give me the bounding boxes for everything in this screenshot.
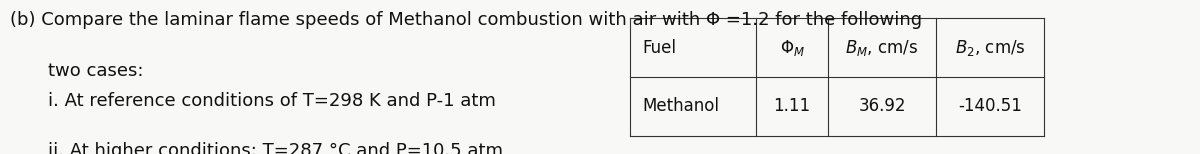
Text: ii. At higher conditions: T=287 °C and P=10.5 atm: ii. At higher conditions: T=287 °C and P… [48,142,503,154]
Text: 36.92: 36.92 [858,97,906,115]
Text: Fuel: Fuel [642,39,676,57]
Text: $B_M$, cm/s: $B_M$, cm/s [845,38,919,58]
Text: two cases:: two cases: [48,62,144,80]
Text: $\Phi_M$: $\Phi_M$ [780,38,804,58]
Text: 1.11: 1.11 [774,97,810,115]
Text: $B_2$, cm/s: $B_2$, cm/s [955,38,1025,58]
Text: Methanol: Methanol [642,97,719,115]
Text: (b) Compare the laminar flame speeds of Methanol combustion with air with Φ =1.2: (b) Compare the laminar flame speeds of … [10,11,922,29]
Text: -140.51: -140.51 [958,97,1022,115]
Text: i. At reference conditions of T=298 K and P-1 atm: i. At reference conditions of T=298 K an… [48,92,496,110]
